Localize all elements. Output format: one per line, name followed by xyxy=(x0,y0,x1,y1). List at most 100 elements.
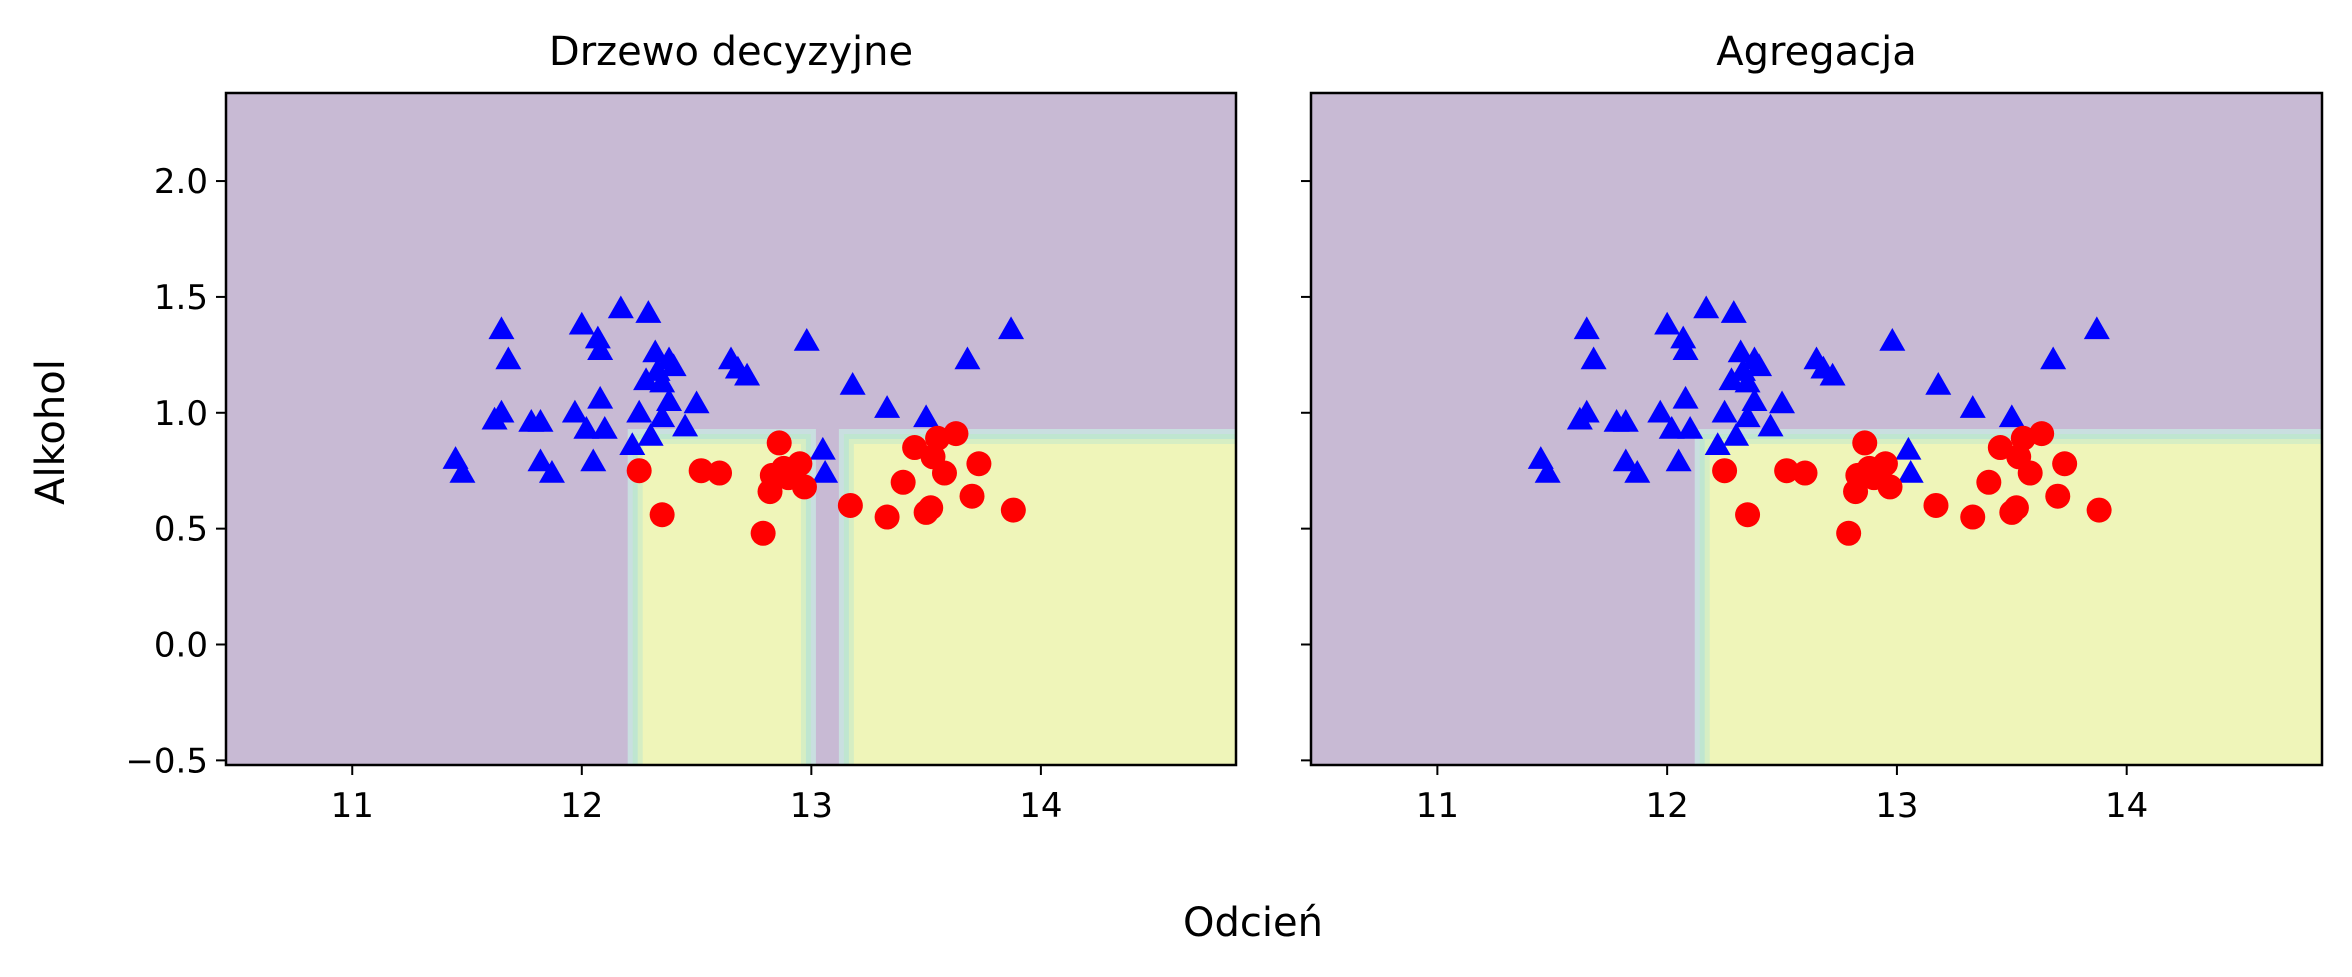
x-tick-label: 13 xyxy=(1875,786,1918,826)
decision-region-class-1 xyxy=(853,444,1236,765)
triangle-marker xyxy=(1612,409,1639,432)
triangle-marker xyxy=(2083,316,2110,340)
triangle-marker xyxy=(626,399,653,423)
circle-marker xyxy=(943,421,969,447)
triangle-marker xyxy=(874,395,901,418)
triangle-marker xyxy=(672,413,699,437)
triangle-marker xyxy=(998,316,1025,340)
x-tick-label: 13 xyxy=(790,786,833,826)
triangle-marker xyxy=(1895,436,1922,460)
circle-marker xyxy=(874,504,900,530)
y-tick-label: 1.5 xyxy=(154,278,208,318)
triangle-marker xyxy=(954,346,981,370)
triangle-marker xyxy=(1769,390,1796,414)
triangle-marker xyxy=(839,371,866,395)
triangle-marker xyxy=(1819,362,1846,386)
triangle-marker xyxy=(734,362,761,386)
triangle-marker xyxy=(1746,353,1773,377)
circle-marker xyxy=(837,492,863,518)
circle-marker xyxy=(1792,460,1818,486)
triangle-marker xyxy=(1879,327,1906,351)
plot-area xyxy=(226,93,1236,765)
triangle-marker xyxy=(793,327,820,351)
x-tick-label: 14 xyxy=(2105,786,2148,826)
triangle-marker xyxy=(561,399,588,423)
triangle-marker xyxy=(584,325,611,349)
circle-marker xyxy=(1712,458,1738,484)
circle-marker xyxy=(1852,430,1878,456)
triangle-marker xyxy=(1670,325,1697,349)
circle-marker xyxy=(1960,504,1986,530)
triangle-marker xyxy=(812,460,839,483)
triangle-marker xyxy=(1723,422,1750,446)
triangle-marker xyxy=(573,416,600,439)
triangle-marker xyxy=(1654,311,1681,335)
x-tick-label: 11 xyxy=(1416,786,1459,826)
y-tick-label: −0.5 xyxy=(125,741,208,781)
circle-marker xyxy=(2003,495,2029,521)
triangle-marker xyxy=(1624,460,1651,483)
x-tick-label: 14 xyxy=(1019,786,1062,826)
triangle-marker xyxy=(1998,404,2025,428)
y-tick-label: 1.0 xyxy=(154,394,208,434)
circle-marker xyxy=(2052,451,2078,477)
axes-frame xyxy=(1309,91,2324,767)
circle-marker xyxy=(791,474,817,500)
triangle-marker xyxy=(1580,346,1607,370)
plot-area xyxy=(1311,93,2322,765)
chart-panel-decision-tree: 11 12 13 14 −0.5 0.0 0.5 1.0 1.5 2.0 Drzewo decyzy… xyxy=(125,29,1238,826)
x-tick-label: 11 xyxy=(331,786,374,826)
circle-marker xyxy=(1872,451,1898,477)
circle-marker xyxy=(787,451,813,477)
triangle-marker xyxy=(1573,316,1600,340)
triangle-marker xyxy=(1665,448,1692,472)
triangle-marker xyxy=(580,448,607,472)
triangle-marker xyxy=(1612,448,1639,472)
triangle-marker xyxy=(635,300,662,323)
circle-marker xyxy=(626,458,652,484)
x-tick-label: 12 xyxy=(1646,786,1689,826)
circle-marker xyxy=(1877,474,1903,500)
axes-frame xyxy=(224,91,1238,767)
circle-marker xyxy=(688,458,714,484)
triangle-marker xyxy=(649,404,676,428)
triangle-marker xyxy=(809,436,836,460)
y-tick-label: 0.5 xyxy=(154,510,208,550)
circle-marker xyxy=(2029,421,2055,447)
triangle-marker xyxy=(1647,399,1674,423)
triangle-marker xyxy=(1727,339,1754,363)
triangle-marker xyxy=(1757,413,1784,437)
circle-marker xyxy=(1923,492,1949,518)
circle-marker xyxy=(2045,483,2071,509)
triangle-marker xyxy=(495,346,522,370)
circle-marker xyxy=(766,430,792,456)
chart-title: Agregacja xyxy=(1716,29,1916,75)
triangle-marker xyxy=(449,460,476,483)
triangle-marker xyxy=(2040,346,2067,370)
circle-marker xyxy=(2017,460,2043,486)
shared-y-axis-label: Alkohol xyxy=(28,359,74,505)
y-tick-label: 2.0 xyxy=(154,162,208,202)
chart-panel-bagging: 11 12 13 14 Agregacja xyxy=(1301,29,2324,826)
triangle-marker xyxy=(1672,385,1699,409)
triangle-marker xyxy=(619,432,646,455)
circle-marker xyxy=(931,460,957,486)
x-tick-label: 12 xyxy=(560,786,603,826)
triangle-marker xyxy=(587,385,614,409)
circle-marker xyxy=(2086,497,2112,523)
triangle-marker xyxy=(568,311,595,335)
triangle-marker xyxy=(683,390,710,414)
triangle-marker xyxy=(1693,295,1720,319)
triangle-marker xyxy=(488,399,515,423)
chart-title: Drzewo decyzyjne xyxy=(549,29,913,75)
triangle-marker xyxy=(660,353,687,377)
triangle-marker xyxy=(1734,369,1761,393)
triangle-marker xyxy=(649,369,676,393)
decision-region-class-1 xyxy=(1709,444,2322,765)
circle-marker xyxy=(750,520,776,546)
triangle-marker xyxy=(1959,395,1986,418)
y-tick-label: 0.0 xyxy=(154,626,208,666)
triangle-marker xyxy=(656,388,683,411)
triangle-marker xyxy=(607,295,634,319)
triangle-marker xyxy=(1711,399,1738,423)
